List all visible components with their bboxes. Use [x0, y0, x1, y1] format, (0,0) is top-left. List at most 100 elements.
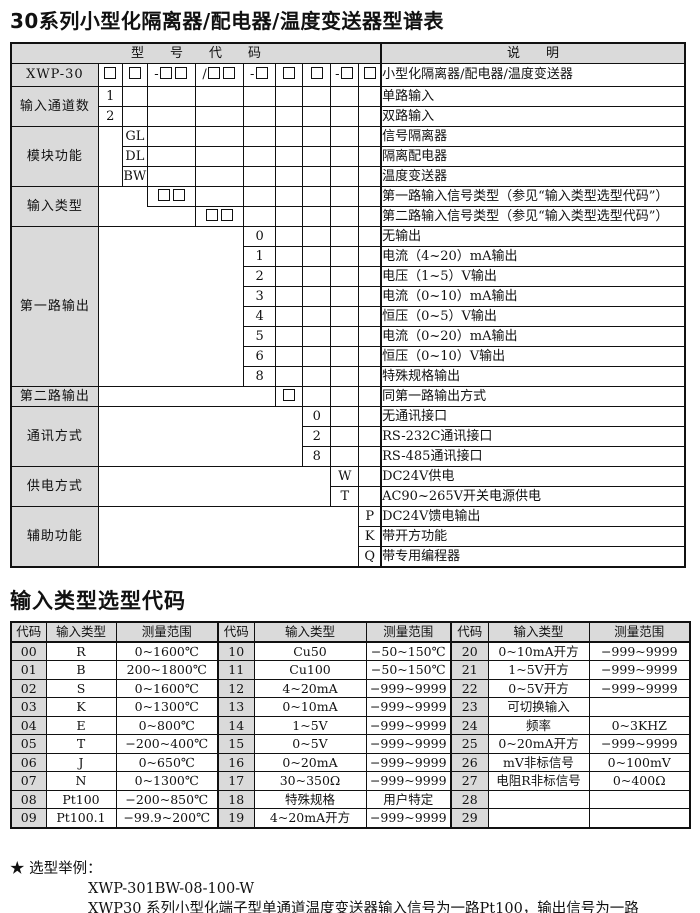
grid-cell: [275, 86, 304, 107]
code-value-cell: 2: [243, 266, 277, 287]
checkbox-icon: [172, 189, 185, 201]
code-table-row: 00 R 0~1600℃ 10 Cu50 −50~150℃ 20 0~10mA开方 −999~9…: [10, 641, 691, 661]
grid-cell: [358, 446, 382, 467]
description-cell: 恒压（0~10）V输出: [380, 346, 686, 367]
grid-cell: [243, 166, 277, 187]
description-cell: 电流（0~10）mA输出: [380, 286, 686, 307]
grid-cell: [358, 246, 382, 267]
grid-cell: [194, 106, 245, 127]
model-code-cell: [358, 63, 382, 87]
grid-cell: [302, 146, 332, 167]
checkbox-icon: [160, 67, 173, 79]
example-heading: ★ 选型举例：: [10, 860, 102, 877]
input-type-cell: 4~20mA开方: [253, 808, 367, 828]
model-code-cell: -: [146, 63, 196, 87]
code-cell: 28: [450, 789, 489, 809]
code-cell: 21: [450, 660, 489, 680]
code-table-row: 03 K 0~1300℃ 13 0~10mA −999~9999 23 可切换输入: [10, 697, 691, 717]
code-cell: 04: [10, 715, 47, 735]
range-cell: −999~9999: [588, 734, 691, 754]
grid-cell: [302, 366, 332, 387]
description-cell: 第二路输入信号类型（参见“输入类型选型代码”）: [380, 206, 686, 227]
grid-cell: [330, 166, 360, 187]
range-cell: −999~9999: [365, 697, 452, 717]
input-type-code-table: 代码 输入类型 测量范围 代码 输入类型 测量范围 代码 输入类型 测量范围 00 R 0~1600℃…: [10, 621, 691, 829]
code-cell: 12: [217, 678, 255, 698]
input-type-cell: 0~10mA: [253, 697, 367, 717]
range-cell: −999~9999: [365, 734, 452, 754]
code-table-row: 04 E 0~800℃ 14 1~5V −999~9999 24 频率 0~3KHZ: [10, 715, 691, 735]
grid-cell: [302, 386, 332, 407]
category-label-cell: 辅助功能: [10, 506, 99, 568]
void-cell: [98, 307, 243, 327]
range-cell: −999~9999: [365, 771, 452, 791]
footer-notes: ★ 选型举例： XWP-301BW-08-100-W XWP30 系列小型化端子…: [10, 859, 690, 913]
grid-cell: [302, 326, 332, 347]
grid-cell: [302, 306, 332, 327]
example-description: XWP30 系列小型化端子型单通道温度变送器输入信号为一路Pt100，输出信号为…: [88, 900, 639, 913]
code-table-header-cell: 输入类型: [487, 621, 590, 643]
range-cell: −999~9999: [365, 808, 452, 828]
input-type-cell: 频率: [487, 715, 590, 735]
category-label-cell: 供电方式: [10, 466, 99, 507]
grid-cell: [330, 346, 360, 367]
code-cell: 10: [217, 641, 255, 661]
void-cell: [98, 487, 331, 507]
range-cell: [588, 808, 691, 828]
range-cell: 200~1800℃: [115, 660, 219, 680]
grid-cell: [275, 346, 304, 367]
grid-cell: [358, 146, 382, 167]
void-cell: [98, 427, 303, 447]
code-table-header-cell: 代码: [217, 621, 255, 643]
range-cell: 用户特定: [365, 789, 452, 809]
code-cell: 25: [450, 734, 489, 754]
grid-cell: [302, 106, 332, 127]
range-cell: [588, 697, 691, 717]
grid-cell: [358, 486, 382, 507]
grid-cell: [358, 286, 382, 307]
checkbox-icon: [283, 67, 296, 79]
input-type-cell: Pt100.1: [45, 808, 117, 828]
code-table-row: 07 N 0~1300℃ 17 30~350Ω −999~9999 27 电阻R非标信号 0~4…: [10, 771, 691, 791]
void-cell: [98, 406, 303, 427]
input-type-cell: 电阻R非标信号: [487, 771, 590, 791]
range-cell: [588, 789, 691, 809]
grid-cell: [243, 86, 277, 107]
grid-cell: [243, 146, 277, 167]
category-label-cell: 输入通道数: [10, 86, 99, 127]
input-type-cell: [487, 808, 590, 828]
grid-cell: [302, 126, 332, 147]
model-code-cell: [121, 63, 148, 87]
code-value-cell: DL: [121, 146, 148, 167]
input-type-cell: mV非标信号: [487, 752, 590, 772]
grid-cell: [146, 106, 196, 127]
grid-cell: [330, 446, 360, 467]
grid-cell: [275, 326, 304, 347]
grid-cell: [358, 306, 382, 327]
range-cell: −50~150℃: [365, 641, 452, 661]
code-table-header-cell: 输入类型: [253, 621, 367, 643]
grid-cell: [194, 126, 245, 147]
checkbox-icon: [221, 209, 234, 221]
void-cell: [98, 386, 276, 407]
range-cell: 0~800℃: [115, 715, 219, 735]
grid-cell: [194, 186, 245, 207]
code-cell: 02: [10, 678, 47, 698]
grid-cell: [275, 226, 304, 247]
grid-cell: [146, 126, 196, 147]
code-table-header-cell: 代码: [450, 621, 489, 643]
grid-cell: [243, 126, 277, 147]
code-cell: 14: [217, 715, 255, 735]
description-cell: RS-485通讯接口: [380, 446, 686, 467]
range-cell: −50~150℃: [365, 660, 452, 680]
grid-cell: [330, 326, 360, 347]
grid-cell: [302, 246, 332, 267]
grid-cell: [194, 86, 245, 107]
code-table-row: 09 Pt100.1 −99.9~200℃ 19 4~20mA开方 −999~9999 29: [10, 808, 691, 828]
grid-cell: [194, 166, 245, 187]
range-cell: 0~1600℃: [115, 678, 219, 698]
range-cell: −200~400℃: [115, 734, 219, 754]
code-cell: 19: [217, 808, 255, 828]
grid-cell: [358, 386, 382, 407]
